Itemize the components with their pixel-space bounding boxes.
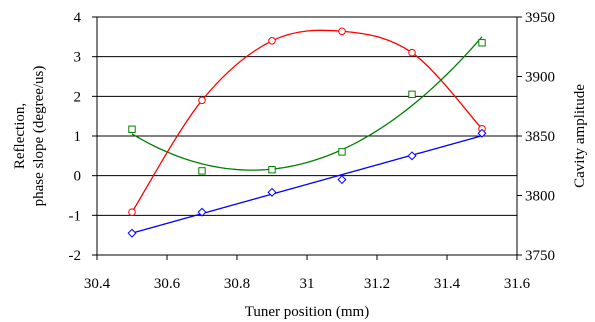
x-tick-label: 31 <box>300 276 315 292</box>
fit-curves <box>131 29 483 234</box>
data-point-square <box>198 167 206 175</box>
gridlines <box>97 56 517 216</box>
axis-ticks <box>92 16 522 260</box>
x-tick-label: 31.2 <box>364 276 390 292</box>
y-left-tick-label: 3 <box>74 50 82 66</box>
data-point-circle <box>408 48 416 57</box>
data-point-circle <box>338 27 346 36</box>
y-left-tick-label: 2 <box>74 89 82 105</box>
data-point-circle <box>268 37 276 45</box>
fit-curve-series-0 <box>131 29 483 213</box>
data-point-diamond <box>197 207 207 217</box>
tick-labels: -2 -1 0 1 2 3 4 3750 3800 3850 3900 3950 30.4 30.6 30.… <box>69 10 556 292</box>
data-point-square <box>408 90 416 99</box>
data-point-diamond <box>407 151 417 161</box>
y-left-tick-label: 4 <box>74 10 82 26</box>
y-right-tick-label: 3850 <box>525 129 555 145</box>
y-right-tick-label: 3950 <box>525 10 555 26</box>
x-tick-label: 31.6 <box>504 276 531 292</box>
fit-curve-series-1 <box>131 36 483 171</box>
data-point-circle <box>198 96 206 105</box>
data-point-square <box>128 125 136 133</box>
y-axis-left-title-line1: Reflection, <box>12 103 28 169</box>
fit-curve-series-2 <box>131 135 483 234</box>
data-point-square <box>268 166 276 174</box>
data-point-square <box>478 39 486 47</box>
y-right-tick-label: 3750 <box>525 248 555 264</box>
x-tick-label: 31.4 <box>434 276 461 292</box>
data-point-diamond <box>337 175 347 185</box>
y-axis-left-title: Reflection, phase slope (degree/us) <box>12 66 47 207</box>
x-axis-title: Tuner position (mm) <box>245 304 369 320</box>
y-axis-right-title: Cavity amplitude <box>572 84 588 188</box>
data-point-square <box>338 148 346 156</box>
y-left-tick-label: -1 <box>69 208 82 224</box>
data-point-diamond <box>127 228 137 238</box>
data-point-diamond <box>477 128 487 138</box>
y-left-tick-label: 0 <box>74 169 82 185</box>
data-point-diamond <box>267 187 277 197</box>
x-tick-label: 30.6 <box>154 276 181 292</box>
y-left-tick-label: 1 <box>74 129 82 145</box>
y-axis-left-title-line2: phase slope (degree/us) <box>31 66 47 207</box>
x-tick-label: 30.8 <box>224 276 250 292</box>
data-markers <box>127 27 487 238</box>
y-right-tick-label: 3900 <box>525 70 555 86</box>
y-right-tick-label: 3800 <box>525 189 555 205</box>
data-point-circle <box>128 208 136 216</box>
y-left-tick-label: -2 <box>69 248 82 264</box>
x-tick-label: 30.4 <box>84 276 111 292</box>
